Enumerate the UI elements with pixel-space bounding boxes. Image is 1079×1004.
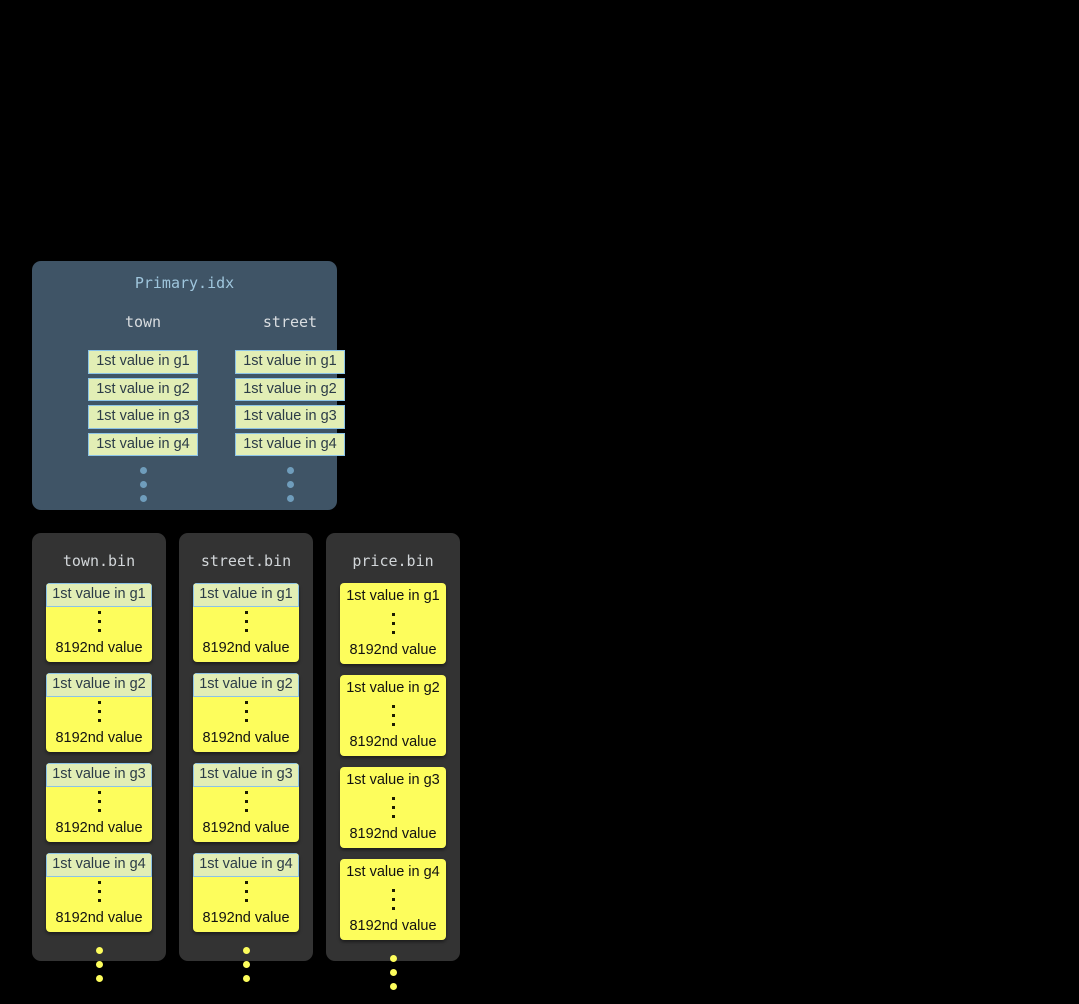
granule-ellipsis [340,793,446,827]
primary-index-panel: Primary.idx town 1st value in g1 1st val… [32,261,345,510]
index-cell: 1st value in g3 [235,405,345,429]
granule-first-value: 1st value in g4 [46,853,152,877]
granule-block: 1st value in g3 8192nd value [193,763,299,842]
granule-last-value: 8192nd value [202,819,290,836]
granule-first-value: 1st value in g4 [193,853,299,877]
granule-first-value: 1st value in g3 [193,763,299,787]
granule-ellipsis [340,885,446,919]
bin-panel-town: town.bin 1st value in g1 8192nd value 1s… [32,533,166,982]
granule-ellipsis [193,607,299,641]
granule-ellipsis [46,697,152,731]
granule-last-value: 8192nd value [55,819,143,836]
index-continuation-dots [235,467,345,502]
bin-panel-title: price.bin [352,552,434,570]
bin-continuation-dots [193,943,299,982]
index-panel-title: Primary.idx [134,274,235,292]
granule-last-value: 8192nd value [202,639,290,656]
granule-last-value: 8192nd value [349,825,437,842]
granule-first-value: 1st value in g2 [346,680,440,696]
granule-ellipsis [193,787,299,821]
granule-last-value: 8192nd value [349,917,437,934]
index-column-header: street [262,313,318,331]
index-cell: 1st value in g1 [88,350,198,374]
granule-last-value: 8192nd value [202,909,290,926]
index-column-header: town [124,313,162,331]
granule-first-value: 1st value in g2 [193,673,299,697]
bin-panel-title: town.bin [62,552,136,570]
granule-ellipsis [46,787,152,821]
bin-granule-list: 1st value in g1 8192nd value 1st value i… [46,583,152,989]
index-cell: 1st value in g2 [88,377,198,401]
bin-continuation-dots [46,943,152,982]
index-cell: 1st value in g1 [235,350,345,374]
granule-block: 1st value in g3 8192nd value [340,767,446,848]
granule-first-value: 1st value in g2 [46,673,152,697]
granule-ellipsis [193,697,299,731]
bin-continuation-dots [340,951,446,990]
granule-ellipsis [46,607,152,641]
granule-block: 1st value in g1 8192nd value [46,583,152,662]
granule-last-value: 8192nd value [202,729,290,746]
granule-block: 1st value in g1 8192nd value [193,583,299,662]
granule-ellipsis [340,609,446,643]
granule-ellipsis [340,701,446,735]
granule-first-value: 1st value in g4 [346,864,440,880]
granule-ellipsis [193,877,299,911]
index-column-town: town 1st value in g1 1st value in g2 1st… [88,313,198,509]
granule-first-value: 1st value in g1 [193,583,299,607]
granule-block: 1st value in g2 8192nd value [46,673,152,752]
bin-granule-list: 1st value in g1 8192nd value 1st value i… [340,583,446,997]
bin-panel-title: street.bin [200,552,292,570]
granule-first-value: 1st value in g3 [346,772,440,788]
index-column-street: street 1st value in g1 1st value in g2 1… [235,313,345,509]
granule-block: 1st value in g4 8192nd value [193,853,299,932]
granule-last-value: 8192nd value [55,639,143,656]
granule-block: 1st value in g2 8192nd value [193,673,299,752]
index-cell: 1st value in g4 [88,432,198,456]
granule-last-value: 8192nd value [349,641,437,658]
index-continuation-dots [88,467,198,502]
granule-last-value: 8192nd value [55,909,143,926]
index-cell: 1st value in g4 [235,432,345,456]
granule-first-value: 1st value in g3 [46,763,152,787]
index-cell: 1st value in g2 [235,377,345,401]
bin-panel-street: street.bin 1st value in g1 8192nd value … [179,533,313,982]
granule-block: 1st value in g2 8192nd value [340,675,446,756]
granule-block: 1st value in g3 8192nd value [46,763,152,842]
granule-first-value: 1st value in g1 [346,588,440,604]
granule-last-value: 8192nd value [349,733,437,750]
granule-last-value: 8192nd value [55,729,143,746]
granule-first-value: 1st value in g1 [46,583,152,607]
index-cell: 1st value in g3 [88,405,198,429]
granule-block: 1st value in g4 8192nd value [46,853,152,932]
granule-block: 1st value in g4 8192nd value [340,859,446,940]
bin-granule-list: 1st value in g1 8192nd value 1st value i… [193,583,299,989]
bin-panel-price: price.bin 1st value in g1 8192nd value 1… [326,533,460,990]
granule-block: 1st value in g1 8192nd value [340,583,446,664]
granule-ellipsis [46,877,152,911]
